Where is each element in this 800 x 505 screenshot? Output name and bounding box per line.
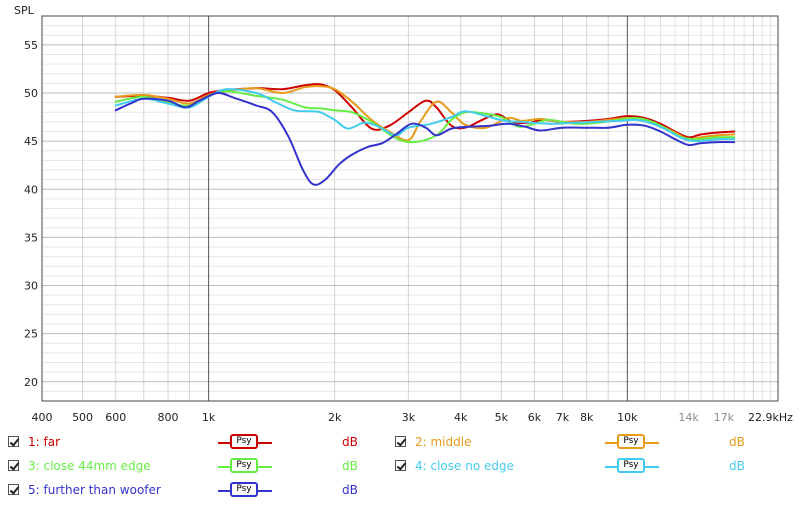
x-tick-label: 8k (580, 411, 594, 424)
psy-button[interactable]: Psy (230, 458, 258, 473)
x-tick-label: 1k (202, 411, 216, 424)
y-axis-label: SPL (14, 4, 35, 17)
legend-label: 4: close no edge (415, 459, 514, 473)
series-layer (114, 83, 736, 186)
series-3-checkbox[interactable] (8, 460, 19, 471)
legend-label: 5: further than woofer (28, 483, 161, 497)
y-tick-label: 25 (24, 328, 38, 341)
series-2-style-swatch[interactable]: Psy (605, 434, 659, 452)
series-3-style-swatch[interactable]: Psy (218, 458, 272, 476)
db-label: dB (342, 483, 358, 497)
series-4-style-swatch[interactable]: Psy (605, 458, 659, 476)
legend-item-1[interactable]: 1: far Psy dB (8, 434, 388, 452)
x-tick-label: 400 (32, 411, 53, 424)
x-tick-label: 6k (528, 411, 542, 424)
x-tick-label: 14k (678, 411, 699, 424)
psy-button[interactable]: Psy (230, 482, 258, 497)
series-1-style-swatch[interactable]: Psy (218, 434, 272, 452)
y-tick-label: 40 (24, 183, 38, 196)
legend-item-2[interactable]: 2: middle Psy dB (395, 434, 795, 452)
plot-frame (41, 15, 779, 402)
db-label: dB (729, 435, 745, 449)
legend-label: 3: close 44mm edge (28, 459, 151, 473)
y-tick-label: 55 (24, 39, 38, 52)
db-label: dB (342, 459, 358, 473)
major-gridlines (42, 16, 778, 401)
psy-button[interactable]: Psy (617, 458, 645, 473)
series-line-3 (114, 90, 736, 144)
x-tick-label: 5k (495, 411, 509, 424)
spl-chart: 20 25 30 35 40 45 50 55 400 500 600 800 1k 2k 3k 4k 5k 6… (14, 4, 793, 424)
x-tick-label: 4k (454, 411, 468, 424)
series-4-checkbox[interactable] (395, 460, 406, 471)
legend: 1: far Psy dB 2: middle Psy dB 3: close … (0, 428, 800, 505)
series-5-checkbox[interactable] (8, 484, 19, 495)
x-tick-label: 3k (402, 411, 416, 424)
y-tick-label: 45 (24, 135, 38, 148)
psy-button[interactable]: Psy (617, 434, 645, 449)
x-tick-label: 7k (556, 411, 570, 424)
x-tick-label: 10k (617, 411, 638, 424)
series-5-style-swatch[interactable]: Psy (218, 482, 272, 500)
legend-label: 1: far (28, 435, 61, 449)
series-1-checkbox[interactable] (8, 436, 19, 447)
x-tick-label: 800 (158, 411, 179, 424)
db-label: dB (729, 459, 745, 473)
legend-label: 2: middle (415, 435, 472, 449)
legend-item-3[interactable]: 3: close 44mm edge Psy dB (8, 458, 388, 476)
x-tick-labels: 400 500 600 800 1k 2k 3k 4k 5k 6k 7k 8k 10k 14k 17k (32, 411, 735, 424)
x-tick-label: 500 (72, 411, 93, 424)
psy-button[interactable]: Psy (230, 434, 258, 449)
db-label: dB (342, 435, 358, 449)
legend-item-4[interactable]: 4: close no edge Psy dB (395, 458, 795, 476)
series-2-checkbox[interactable] (395, 436, 406, 447)
y-tick-label: 35 (24, 231, 38, 244)
legend-item-5[interactable]: 5: further than woofer Psy dB (8, 482, 388, 500)
x-tick-label: 2k (328, 411, 342, 424)
series-line-4 (114, 88, 736, 143)
series-line-5 (114, 91, 736, 186)
y-tick-label: 30 (24, 280, 38, 293)
minor-gridlines (42, 15, 778, 402)
y-tick-labels: 20 25 30 35 40 45 50 55 (24, 39, 38, 389)
x-axis-unit-label: 22.9kHz (748, 411, 793, 424)
y-tick-label: 20 (24, 376, 38, 389)
y-tick-label: 50 (24, 87, 38, 100)
x-tick-label: 600 (105, 411, 126, 424)
x-tick-label: 17k (714, 411, 735, 424)
